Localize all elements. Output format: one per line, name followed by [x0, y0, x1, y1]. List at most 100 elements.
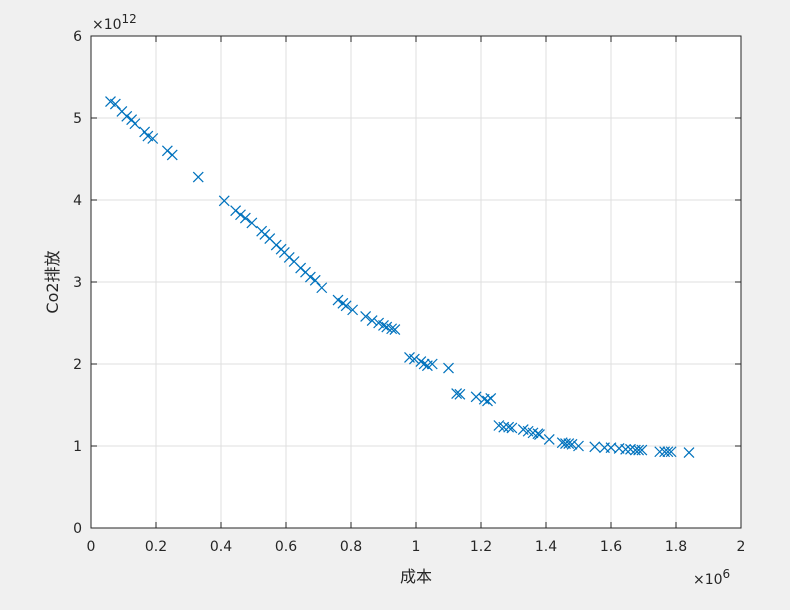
data-point-stroke [451, 388, 463, 399]
data-point [426, 358, 438, 370]
data-point-stroke [654, 446, 666, 458]
data-point-stroke [309, 274, 321, 286]
data-point [665, 446, 677, 458]
x-tick-label: 0 [87, 539, 96, 555]
data-point [347, 304, 359, 316]
data-point [304, 271, 316, 283]
data-point-stroke [316, 282, 328, 294]
data-point-stroke [147, 133, 159, 144]
data-point [683, 447, 695, 458]
data-point-stroke [527, 427, 539, 439]
data-point-stroke [373, 317, 385, 329]
y-tick-label: 3 [73, 275, 82, 291]
y-tick-label: 0 [73, 521, 82, 537]
data-point-stroke [573, 440, 584, 452]
data-point [527, 427, 539, 439]
data-point-stroke [288, 256, 300, 267]
data-point [129, 118, 141, 130]
data-point [389, 324, 401, 335]
data-point [378, 320, 389, 331]
data-point [543, 434, 555, 445]
y-tick-label: 5 [73, 111, 82, 127]
data-point-stroke [366, 315, 378, 326]
y-axis-label: Co2排放 [43, 250, 62, 313]
data-point [662, 446, 674, 458]
data-point [620, 443, 632, 455]
data-point [534, 429, 545, 440]
data-point-stroke [443, 362, 454, 374]
data-point-stroke [620, 443, 632, 455]
data-point-stroke [139, 126, 151, 138]
data-point [566, 438, 578, 450]
data-point [454, 388, 466, 400]
x-tick-label: 1.8 [665, 539, 687, 555]
data-point-stroke [340, 300, 352, 312]
data-point-stroke [404, 352, 415, 363]
data-point [589, 441, 601, 453]
x-tick-label: 1.4 [535, 539, 557, 555]
data-point-stroke [633, 444, 645, 456]
data-point-stroke [665, 446, 677, 458]
data-point [366, 315, 378, 326]
data-point-stroke [126, 114, 138, 126]
data-point-stroke [246, 217, 258, 229]
data-point-stroke [563, 438, 575, 449]
labels: 成本 Co2排放 ×1012 ×106 [43, 12, 730, 588]
data-point-stroke [493, 420, 505, 431]
data-point [166, 149, 178, 161]
data-point [147, 133, 159, 144]
data-point [192, 171, 204, 183]
data-point [408, 353, 420, 365]
data-point-stroke [386, 323, 398, 335]
data-point [633, 444, 645, 456]
x-tick-label: 1.2 [470, 539, 492, 555]
data-point [239, 212, 251, 224]
data-point-stroke [239, 212, 251, 224]
data-point [636, 444, 648, 456]
data-point-stroke [304, 271, 316, 283]
data-point-stroke [613, 443, 625, 454]
data-point-stroke [503, 421, 515, 433]
data-point-stroke [129, 118, 141, 130]
data-point-stroke [485, 393, 497, 404]
data-point [332, 294, 344, 306]
data-point-stroke [166, 149, 178, 161]
data-point-stroke [566, 438, 578, 450]
data-series [105, 96, 695, 458]
data-point-stroke [589, 441, 601, 453]
data-point-stroke [636, 444, 648, 456]
data-point [563, 438, 575, 449]
data-point [503, 421, 515, 433]
data-point [485, 393, 497, 404]
y-tick-label: 1 [73, 439, 82, 455]
data-point-stroke [378, 320, 389, 331]
x-tick-label: 0.4 [210, 539, 232, 555]
data-point-stroke [389, 324, 401, 335]
data-point-stroke [470, 391, 482, 403]
data-point-stroke [556, 437, 568, 449]
data-point-stroke [332, 294, 344, 306]
x-axis-label: 成本 [400, 567, 432, 586]
y-tick-label: 2 [73, 357, 82, 373]
data-point [470, 391, 482, 403]
data-point [109, 98, 121, 110]
data-point [506, 422, 518, 434]
data-point-stroke [560, 438, 571, 449]
y-tick-label: 6 [73, 29, 82, 45]
data-point-stroke [192, 171, 204, 183]
data-point-stroke [426, 358, 438, 370]
data-point [235, 209, 246, 221]
data-point-stroke [408, 353, 420, 365]
axes-box [90, 35, 742, 529]
data-point [360, 311, 372, 322]
x-tick-label: 0.8 [340, 539, 362, 555]
x-tick-label: 2 [737, 539, 746, 555]
data-point [443, 362, 454, 374]
data-point-stroke [142, 130, 154, 142]
x-tick-label: 0.2 [145, 539, 167, 555]
x-tick-label: 1.6 [600, 539, 622, 555]
data-point [418, 358, 430, 370]
y-tick-label: 4 [73, 193, 82, 209]
